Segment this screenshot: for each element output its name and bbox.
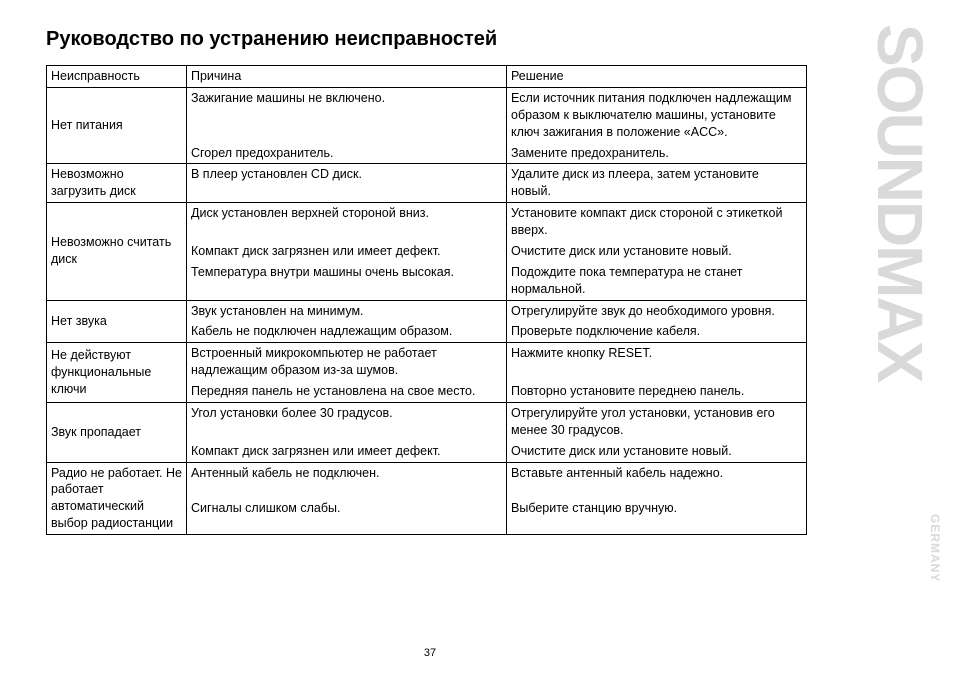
- cause-cell: Встроенный микрокомпьютер не работает на…: [187, 343, 507, 381]
- fix-cell: Установите компакт диск стороной с этике…: [507, 203, 807, 241]
- table-row: Нет звука Звук установлен на минимум. От…: [47, 300, 807, 321]
- fix-cell: Отрегулируйте угол установки, установив …: [507, 402, 807, 440]
- troubleshooting-table: Неисправность Причина Решение Нет питани…: [46, 65, 807, 535]
- fault-cell: Нет звука: [47, 300, 187, 343]
- table-row: Звук пропадает Угол установки более 30 г…: [47, 402, 807, 440]
- page-number: 37: [0, 647, 860, 659]
- fault-cell: Звук пропадает: [47, 402, 187, 462]
- fix-cell: Проверьте подключение кабеля.: [507, 321, 807, 342]
- table-header-row: Неисправность Причина Решение: [47, 66, 807, 88]
- page-title: Руководство по устранению неисправностей: [46, 28, 914, 51]
- fix-cell: Вставьте антенный кабель надежно.: [507, 462, 807, 498]
- fix-cell: Очистите диск или установите новый.: [507, 441, 807, 462]
- fix-cell: Очистите диск или установите новый.: [507, 241, 807, 262]
- fix-cell: Отрегулируйте звук до необходимого уровн…: [507, 300, 807, 321]
- table-row: Радио не работает. Не работает автоматич…: [47, 462, 807, 498]
- cause-cell: Диск установлен верхней стороной вниз.: [187, 203, 507, 241]
- table-row: Не действуют функциональные ключи Встрое…: [47, 343, 807, 381]
- fault-cell: Нет питания: [47, 87, 187, 164]
- document-page: Руководство по устранению неисправностей…: [0, 0, 954, 555]
- fix-cell: Нажмите кнопку RESET.: [507, 343, 807, 381]
- cause-cell: Антенный кабель не подключен.: [187, 462, 507, 498]
- cause-cell: Температура внутри машины очень высокая.: [187, 262, 507, 300]
- col-header-fix: Решение: [507, 66, 807, 88]
- table-row: Нет питания Зажигание машины не включено…: [47, 87, 807, 142]
- cause-cell: Компакт диск загрязнен или имеет дефект.: [187, 441, 507, 462]
- cause-cell: Зажигание машины не включено.: [187, 87, 507, 142]
- cause-cell: Передняя панель не установлена на свое м…: [187, 381, 507, 402]
- cause-cell: Компакт диск загрязнен или имеет дефект.: [187, 241, 507, 262]
- col-header-cause: Причина: [187, 66, 507, 88]
- cause-cell: Звук установлен на минимум.: [187, 300, 507, 321]
- fix-cell: Удалите диск из плеера, затем установите…: [507, 164, 807, 203]
- cause-cell: Угол установки более 30 градусов.: [187, 402, 507, 440]
- table-row: Невозможно считать диск Диск установлен …: [47, 203, 807, 241]
- fault-cell: Невозможно загрузить диск: [47, 164, 187, 203]
- fault-cell: Не действуют функциональные ключи: [47, 343, 187, 403]
- cause-cell: Кабель не подключен надлежащим образом.: [187, 321, 507, 342]
- col-header-fault: Неисправность: [47, 66, 187, 88]
- fix-cell: Если источник питания подключен надлежащ…: [507, 87, 807, 142]
- fix-cell: Повторно установите переднею панель.: [507, 381, 807, 402]
- fault-cell: Радио не работает. Не работает автоматич…: [47, 462, 187, 535]
- fix-cell: Замените предохранитель.: [507, 143, 807, 164]
- fault-cell: Невозможно считать диск: [47, 203, 187, 300]
- fix-cell: Подождите пока температура не станет нор…: [507, 262, 807, 300]
- cause-cell: В плеер установлен CD диск.: [187, 164, 507, 203]
- cause-cell: Сигналы слишком слабы.: [187, 498, 507, 534]
- fix-cell: Выберите станцию вручную.: [507, 498, 807, 534]
- cause-cell: Сгорел предохранитель.: [187, 143, 507, 164]
- table-row: Невозможно загрузить диск В плеер устано…: [47, 164, 807, 203]
